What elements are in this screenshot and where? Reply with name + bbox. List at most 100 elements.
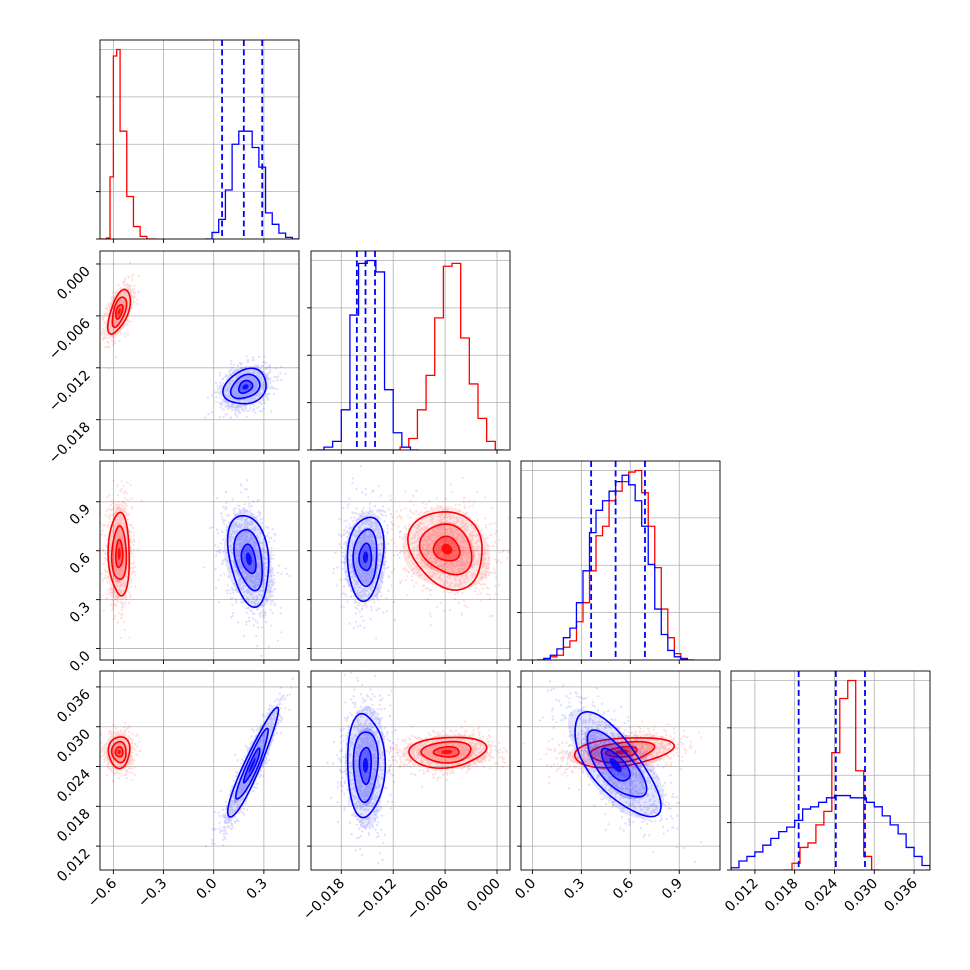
y-tick-label: −0.006 <box>46 315 94 363</box>
scatter-panel-3-2: 0.0 0.3 0.6 0.9 <box>512 670 721 903</box>
x-tick-label: 0.3 <box>561 876 588 903</box>
density-peak <box>248 757 256 773</box>
y-tick-label: −0.012 <box>46 367 94 415</box>
contour-line <box>111 296 128 329</box>
contour-line <box>110 525 128 580</box>
y-tick-label: −0.018 <box>46 419 94 467</box>
x-tick-label: −0.006 <box>404 875 452 923</box>
histogram-1-series-0 <box>322 262 504 450</box>
contour-line <box>352 731 379 804</box>
density-peak <box>117 308 121 315</box>
contour-line <box>352 528 378 588</box>
density-peak <box>242 384 249 390</box>
contour-line <box>432 745 460 758</box>
panel-frame <box>99 250 300 451</box>
histogram-0-series-1 <box>205 130 299 239</box>
panel-frame <box>310 460 511 661</box>
contour-line <box>114 745 124 758</box>
contour-line <box>407 511 483 591</box>
x-tick-label: 0.012 <box>722 876 762 916</box>
contour-line <box>586 729 648 798</box>
y-tick-label: 0.6 <box>67 550 94 577</box>
contour-line <box>573 737 676 769</box>
panel-frame <box>730 670 931 871</box>
contour-line <box>237 379 254 395</box>
contour-line <box>226 706 280 818</box>
histogram-3-series-1 <box>731 794 930 870</box>
panel-frame <box>310 250 511 451</box>
x-tick-label: 0.018 <box>762 876 802 916</box>
x-tick-label: 0.000 <box>464 876 504 916</box>
density-peak <box>441 749 453 755</box>
scatter-panel-3-1: −0.018 −0.012 −0.006 0.000 <box>300 670 511 924</box>
y-tick-label: 0.036 <box>54 686 94 726</box>
density-peak <box>117 749 121 755</box>
density-peak <box>117 548 121 560</box>
contour-line <box>229 373 261 400</box>
contour-line <box>242 747 261 784</box>
contour-line <box>432 535 461 562</box>
contour-line <box>222 367 267 405</box>
contour-line <box>346 516 385 603</box>
panel-frame <box>520 670 721 871</box>
y-tick-label: 0.9 <box>67 501 94 528</box>
contour-line <box>234 727 269 800</box>
scatter-panel-1-0: −0.018−0.012−0.006 0.000 <box>46 250 300 467</box>
contour-line <box>115 304 124 320</box>
x-tick-label: 0.030 <box>841 876 881 916</box>
contour-line <box>358 746 373 786</box>
contour-line <box>106 288 132 335</box>
x-tick-label: 0.0 <box>193 876 220 903</box>
x-tick-label: −0.6 <box>85 875 120 910</box>
contour-line <box>574 710 662 818</box>
panel-frame <box>310 670 511 871</box>
hist-panel-0 <box>96 39 300 243</box>
hist-panel-2 <box>517 460 721 664</box>
x-tick-label: 0.3 <box>244 876 271 903</box>
histogram-3-series-0 <box>784 679 880 870</box>
contour-line <box>107 511 131 597</box>
y-tick-label: 0.030 <box>54 726 94 766</box>
y-tick-label: 0.000 <box>54 263 94 303</box>
y-tick-label: 0.0 <box>67 648 94 675</box>
contour-line <box>240 543 257 575</box>
x-tick-label: −0.3 <box>135 876 170 911</box>
contour-line <box>358 542 373 572</box>
contour-line <box>408 736 488 769</box>
scatter-panel-2-0: 0.0 0.3 0.6 0.9 <box>67 460 300 675</box>
y-tick-label: 0.018 <box>54 806 94 846</box>
density-peak <box>609 758 622 773</box>
contour-line <box>107 736 131 770</box>
contour-line <box>233 529 263 592</box>
panel-frame <box>99 670 300 871</box>
density-peak <box>362 551 369 564</box>
contour-line <box>226 514 270 609</box>
density-peak <box>362 757 369 773</box>
panel-frame <box>520 460 721 661</box>
contour-line <box>346 712 387 819</box>
panel-frame <box>99 460 300 661</box>
x-tick-label: 0.024 <box>802 875 842 915</box>
hist-panel-3: 0.012 0.018 0.024 0.030 0.036 <box>722 670 931 916</box>
x-tick-label: 0.036 <box>881 875 921 915</box>
contour-line <box>114 538 124 569</box>
histogram-0-series-0 <box>100 48 157 239</box>
contour-line <box>418 523 473 576</box>
contour-line <box>600 747 631 782</box>
x-tick-label: −0.012 <box>352 876 400 924</box>
density-peak <box>441 543 453 555</box>
scatter-panel-2-1 <box>307 460 511 664</box>
scatter-points <box>521 680 703 864</box>
histogram-1-series-1 <box>315 259 420 450</box>
contour-line <box>420 740 472 764</box>
density-peak <box>245 552 252 566</box>
y-tick-label: 0.3 <box>67 599 94 626</box>
hist-panel-1 <box>307 250 511 454</box>
y-tick-label: 0.012 <box>54 846 94 886</box>
y-tick-label: 0.024 <box>54 766 94 806</box>
histogram-2-series-1 <box>537 474 694 660</box>
contour-line <box>110 740 127 764</box>
x-tick-label: 0.6 <box>610 875 637 902</box>
